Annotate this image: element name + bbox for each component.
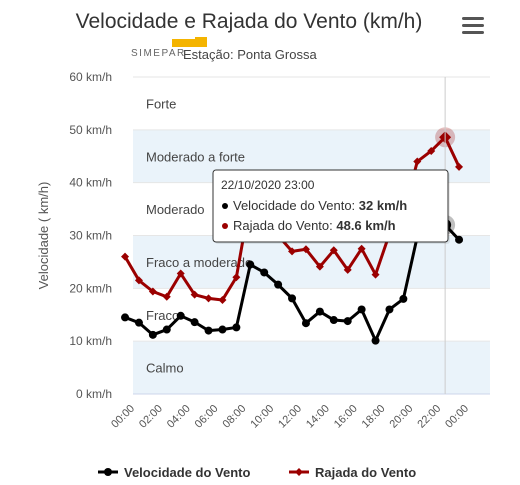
rajada-point[interactable]	[162, 292, 171, 301]
tooltip-value: 48.6 km/h	[336, 218, 395, 233]
velocidade-point[interactable]	[176, 311, 185, 320]
tooltip-line-0: Velocidade do Vento: 32 km/h	[233, 198, 407, 213]
x-tick-label: 18:00	[360, 403, 388, 431]
legend-label: Velocidade do Vento	[124, 465, 250, 480]
rajada-point[interactable]	[329, 246, 338, 255]
rajada-point[interactable]	[232, 273, 241, 282]
band-labels: Calmo Fraco Fraco a moderado Moderado Modera…	[146, 96, 252, 375]
velocidade-point[interactable]	[232, 323, 241, 332]
tooltip-date: 22/10/2020 23:00	[221, 178, 315, 192]
velocidade-point[interactable]	[315, 307, 324, 316]
velocidade-point[interactable]	[218, 325, 227, 334]
tooltip-bullet	[222, 203, 228, 209]
x-tick-label: 14:00	[304, 403, 332, 431]
rajada-point[interactable]	[301, 245, 310, 254]
chart-title: Velocidade e Rajada do Vento (km/h)	[75, 10, 423, 33]
y-tick-label: 10 km/h	[69, 334, 112, 348]
y-tick-label: 0 km/h	[76, 387, 112, 401]
x-tick-label: 16:00	[332, 403, 360, 431]
legend-item-0[interactable]: Velocidade do Vento	[98, 465, 250, 480]
x-tick-label: 04:00	[165, 403, 193, 431]
simepar-logo: SIMEPAR Estação: Ponta Grossa	[131, 37, 317, 62]
rajada-point[interactable]	[315, 262, 324, 271]
band-label: Calmo	[146, 361, 184, 376]
rajada-point[interactable]	[218, 295, 227, 304]
x-tick-label: 00:00	[109, 403, 137, 431]
legend: Velocidade do Vento Rajada do Vento	[98, 465, 416, 480]
y-tick-label: 30 km/h	[69, 229, 112, 243]
y-axis: 0 km/h 10 km/h 20 km/h 30 km/h 40 km/h 50 km/…	[36, 70, 112, 401]
x-axis: 00:00 02:00 04:00 06:00 08:00 10:00 12:00 14:00…	[109, 393, 490, 431]
x-tick-label: 02:00	[137, 403, 165, 431]
tooltip-bullet	[222, 223, 228, 229]
y-axis-title: Velocidade ( km/h)	[36, 182, 51, 290]
velocidade-point[interactable]	[288, 294, 297, 303]
velocidade-point[interactable]	[371, 336, 380, 345]
y-tick-label: 40 km/h	[69, 176, 112, 190]
tooltip: 22/10/2020 23:00 Velocidade do Vento: 32 …	[212, 169, 450, 244]
band-label: Fraco a moderado	[146, 255, 252, 270]
velocidade-point[interactable]	[455, 235, 464, 244]
band-label: Forte	[146, 96, 176, 111]
rajada-point[interactable]	[190, 290, 199, 299]
velocidade-point[interactable]	[343, 317, 352, 326]
x-tick-label: 12:00	[276, 403, 304, 431]
rajada-point[interactable]	[455, 162, 464, 171]
x-tick-label: 22:00	[415, 403, 443, 431]
velocidade-point[interactable]	[162, 325, 171, 334]
velocidade-point[interactable]	[301, 319, 310, 328]
band-2	[133, 235, 490, 289]
x-tick-label: 10:00	[248, 403, 276, 431]
rajada-point[interactable]	[371, 270, 380, 279]
rajada-point[interactable]	[148, 287, 157, 296]
y-tick-label: 50 km/h	[69, 123, 112, 137]
y-tick-label: 60 km/h	[69, 70, 112, 84]
rajada-point[interactable]	[134, 276, 143, 285]
tooltip-line-1: Rajada do Vento: 48.6 km/h	[233, 218, 396, 233]
band-label: Fraco	[146, 308, 179, 323]
velocidade-point[interactable]	[148, 330, 157, 339]
band-label: Moderado	[146, 202, 205, 217]
velocidade-point[interactable]	[274, 280, 283, 289]
tooltip-value: 32 km/h	[359, 198, 407, 213]
band-1	[133, 288, 490, 342]
rajada-point[interactable]	[413, 157, 422, 166]
tooltip-box	[212, 169, 449, 243]
rajada-point[interactable]	[288, 247, 297, 256]
y-tick-label: 20 km/h	[69, 281, 112, 295]
rajada-point[interactable]	[357, 244, 366, 253]
rajada-point[interactable]	[427, 146, 436, 155]
rajada-point[interactable]	[343, 265, 352, 274]
rajada-point[interactable]	[121, 252, 130, 261]
legend-label: Rajada do Vento	[315, 465, 416, 480]
legend-item-1[interactable]: Rajada do Vento	[289, 465, 416, 480]
velocidade-point[interactable]	[385, 305, 394, 314]
velocidade-point[interactable]	[121, 313, 130, 322]
tooltip-label: Velocidade do Vento:	[233, 198, 359, 213]
chart-subtitle: Estação: Ponta Grossa	[183, 47, 317, 62]
velocidade-point[interactable]	[246, 260, 255, 269]
header: SIMEPAR Estação: Ponta Grossa	[131, 37, 317, 62]
velocidade-point[interactable]	[260, 268, 269, 277]
velocidade-point[interactable]	[357, 305, 366, 314]
band-0	[133, 341, 490, 394]
velocidade-point[interactable]	[329, 316, 338, 325]
rajada-point[interactable]	[204, 294, 213, 303]
velocidade-point[interactable]	[190, 318, 199, 327]
x-tick-label: 08:00	[221, 403, 249, 431]
x-tick-label: 00:00	[443, 403, 471, 431]
logo-text: SIMEPAR	[131, 48, 186, 59]
x-tick-label: 20:00	[388, 403, 416, 431]
rajada-point[interactable]	[176, 269, 185, 278]
band-5	[133, 77, 490, 130]
band-label: Moderado a forte	[146, 149, 245, 164]
velocidade-point[interactable]	[399, 294, 408, 303]
velocidade-point[interactable]	[134, 318, 143, 327]
tooltip-label: Rajada do Vento:	[233, 218, 336, 233]
hamburger-menu-icon[interactable]	[462, 17, 484, 37]
velocidade-point[interactable]	[204, 326, 213, 335]
x-tick-label: 06:00	[193, 403, 221, 431]
